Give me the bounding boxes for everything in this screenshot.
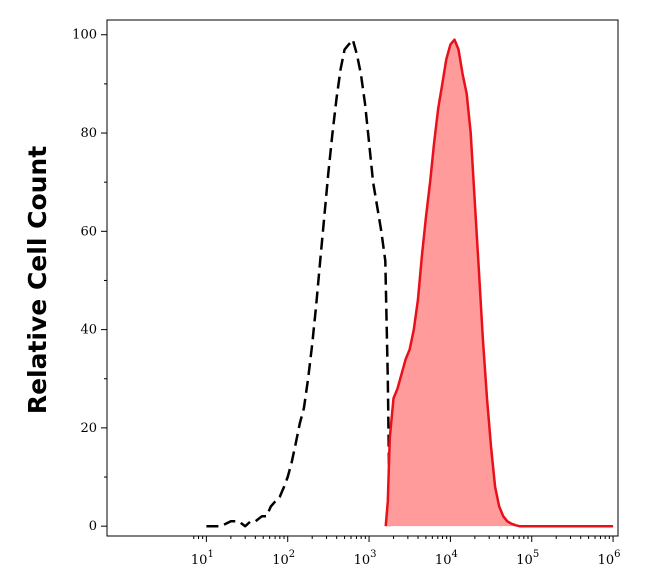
y-tick-label: 0 — [89, 519, 97, 534]
plot-frame — [106, 19, 619, 537]
plot-area — [106, 19, 619, 537]
y-axis: 0 20 40 60 80 100 — [72, 28, 107, 534]
series-1-area — [385, 39, 614, 527]
y-tick-label: 20 — [80, 421, 97, 436]
y-tick-label: 40 — [80, 323, 97, 338]
x-tick-label: 104 — [435, 549, 458, 568]
series-1-line — [384, 38, 614, 528]
x-tick-label: 105 — [516, 549, 539, 568]
y-tick-label: 60 — [80, 224, 97, 239]
x-tick-label: 106 — [598, 549, 621, 568]
x-tick-label: 103 — [354, 549, 377, 568]
series-0-line — [206, 38, 392, 528]
y-tick-label: 100 — [72, 28, 97, 43]
x-tick-label: 102 — [272, 549, 295, 568]
x-axis: 101 102 103 104 105 106 — [191, 536, 621, 568]
x-tick-label: 101 — [191, 549, 214, 568]
y-axis-title: Relative Cell Count — [23, 146, 52, 414]
y-tick-label: 80 — [80, 126, 97, 141]
